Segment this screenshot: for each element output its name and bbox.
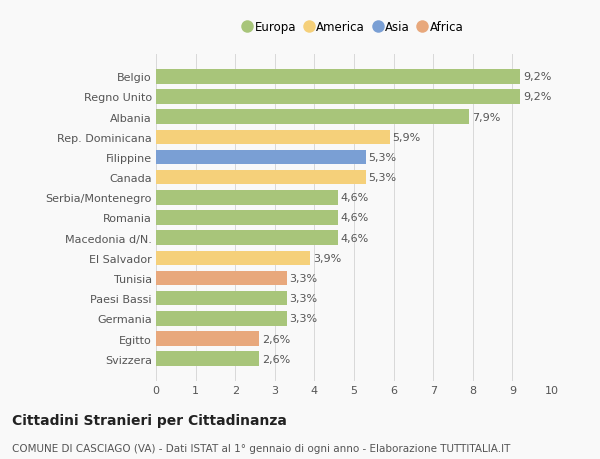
Bar bbox=[156, 211, 338, 225]
Text: 2,6%: 2,6% bbox=[262, 354, 290, 364]
Bar bbox=[156, 90, 520, 105]
Bar bbox=[156, 70, 520, 84]
Bar bbox=[156, 271, 287, 285]
Text: 4,6%: 4,6% bbox=[341, 193, 369, 203]
Text: 4,6%: 4,6% bbox=[341, 233, 369, 243]
Text: 3,3%: 3,3% bbox=[289, 274, 317, 283]
Bar bbox=[156, 171, 366, 185]
Text: 5,3%: 5,3% bbox=[368, 153, 397, 162]
Bar bbox=[156, 251, 310, 265]
Legend: Europa, America, Asia, Africa: Europa, America, Asia, Africa bbox=[242, 19, 466, 36]
Bar bbox=[156, 291, 287, 306]
Text: 9,2%: 9,2% bbox=[523, 72, 551, 82]
Text: 4,6%: 4,6% bbox=[341, 213, 369, 223]
Text: 9,2%: 9,2% bbox=[523, 92, 551, 102]
Text: 3,3%: 3,3% bbox=[289, 294, 317, 303]
Text: Cittadini Stranieri per Cittadinanza: Cittadini Stranieri per Cittadinanza bbox=[12, 414, 287, 428]
Text: 5,9%: 5,9% bbox=[392, 133, 421, 142]
Text: COMUNE DI CASCIAGO (VA) - Dati ISTAT al 1° gennaio di ogni anno - Elaborazione T: COMUNE DI CASCIAGO (VA) - Dati ISTAT al … bbox=[12, 443, 511, 453]
Bar bbox=[156, 130, 389, 145]
Text: 5,3%: 5,3% bbox=[368, 173, 397, 183]
Bar bbox=[156, 151, 366, 165]
Text: 2,6%: 2,6% bbox=[262, 334, 290, 344]
Text: 3,3%: 3,3% bbox=[289, 313, 317, 324]
Bar bbox=[156, 352, 259, 366]
Bar bbox=[156, 311, 287, 326]
Bar bbox=[156, 231, 338, 246]
Bar bbox=[156, 110, 469, 125]
Text: 3,9%: 3,9% bbox=[313, 253, 341, 263]
Bar bbox=[156, 190, 338, 205]
Bar bbox=[156, 331, 259, 346]
Text: 7,9%: 7,9% bbox=[472, 112, 500, 123]
